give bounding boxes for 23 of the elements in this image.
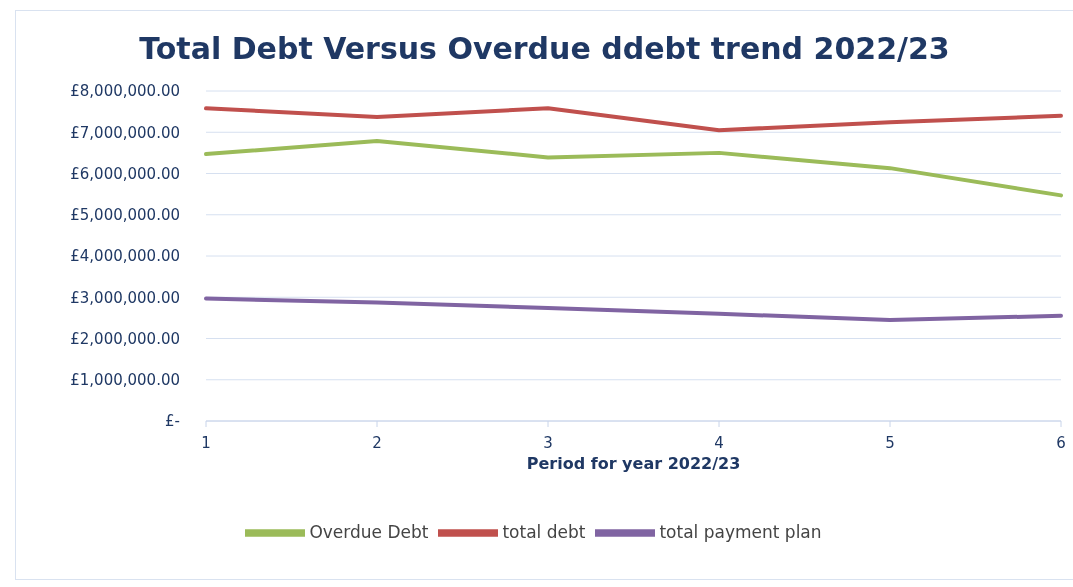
y-tick-label: £4,000,000.00 [70, 247, 180, 266]
y-tick-label: £- [165, 412, 180, 431]
y-tick-label: £7,000,000.00 [70, 123, 180, 142]
x-tick-label: 5 [885, 433, 895, 452]
y-tick-label: £3,000,000.00 [70, 288, 180, 307]
legend-label: Overdue Debt [309, 522, 429, 542]
line-series [204, 296, 1063, 322]
y-tick-label: £5,000,000.00 [70, 206, 180, 225]
y-tick-label: £1,000,000.00 [70, 371, 180, 390]
x-tick-label: 1 [201, 433, 211, 452]
x-axis-title: Period for year 2022/23 [526, 454, 741, 473]
x-tick-label: 4 [714, 433, 724, 452]
y-tick-label: £6,000,000.00 [70, 164, 180, 183]
x-tick-label: 6 [1056, 433, 1066, 452]
line-series [204, 138, 1063, 198]
legend-label: total debt [502, 522, 586, 542]
line-series [204, 106, 1063, 133]
chart-title: Total Debt Versus Overdue ddebt trend 2022/23 [138, 31, 951, 66]
y-tick-label: £8,000,000.00 [70, 82, 180, 101]
x-tick-label: 2 [372, 433, 382, 452]
y-tick-label: £2,000,000.00 [70, 329, 180, 348]
x-tick-label: 3 [543, 433, 553, 452]
legend-label: total payment plan [659, 522, 822, 542]
